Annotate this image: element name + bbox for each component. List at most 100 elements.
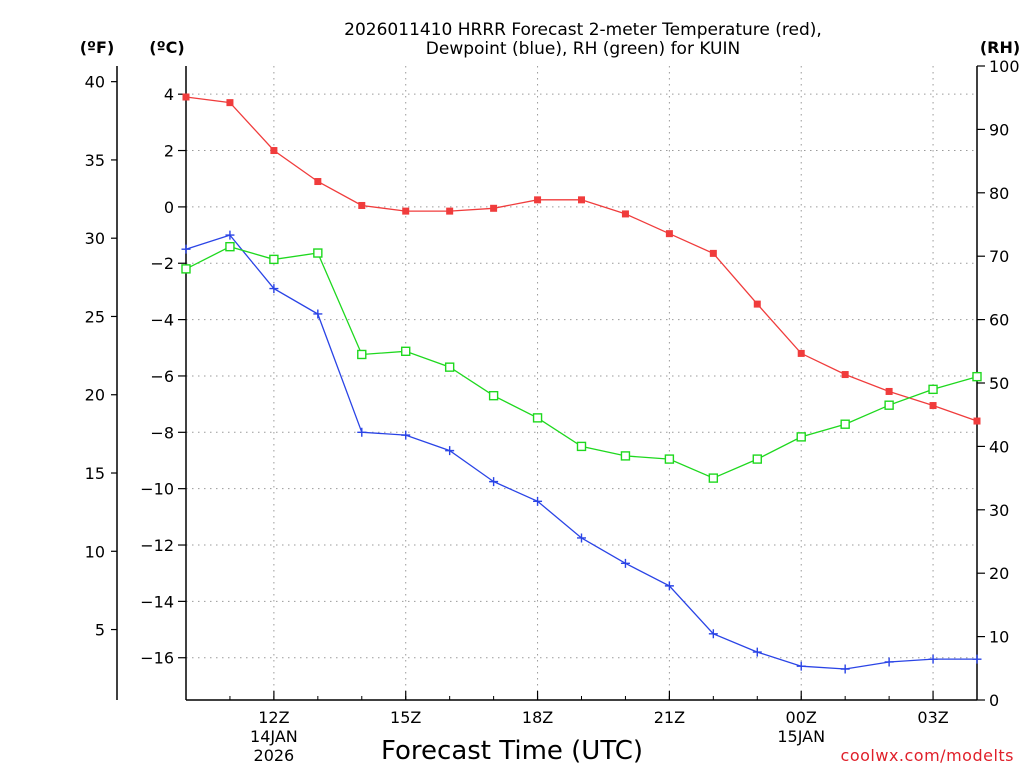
rh-point [752,454,762,464]
x-tick-label: 18Z [522,708,553,727]
temperature-point [709,249,717,257]
fahrenheit-tick-label: 30 [85,229,105,248]
x-tick-label: 03Z [917,708,948,727]
axes [111,65,985,701]
temperature-point [841,371,849,379]
dewpoint-point [884,657,894,667]
x-tick-label: 2026 [254,746,295,765]
celsius-tick-label: −6 [150,367,174,386]
dewpoint-point [225,230,235,240]
rh-tick-label: 0 [989,691,999,710]
dewpoint-point [708,629,718,639]
fahrenheit-tick-label: 10 [85,542,105,561]
dewpoint-point [972,654,982,664]
fahrenheit-tick-label: 5 [95,621,105,640]
x-tick-label: 12Z [258,708,289,727]
rh-tick-label: 30 [989,501,1009,520]
celsius-tick-label: −8 [150,423,174,442]
x-axis-label: Forecast Time (UTC) [381,736,643,766]
rh-tick-label: 60 [989,311,1009,330]
temperature-point [226,99,234,107]
temperature-point [314,178,322,186]
credit-link[interactable]: coolwx.com/modelts [841,746,1014,765]
series-rh [181,241,982,483]
rh-point [444,362,455,372]
temperature-point [402,207,410,215]
rh-point [972,371,982,382]
tick-labels: 420−2−4−6−8−10−12−14−1640353025201510510… [85,57,1020,765]
fahrenheit-tick-label: 35 [85,151,105,170]
celsius-tick-label: 4 [164,85,174,104]
dewpoint-point [577,533,586,543]
rh-point [884,400,894,410]
rh-point [401,346,411,356]
celsius-tick-label: −10 [140,480,174,499]
celsius-tick-label: −16 [140,649,174,668]
celsius-tick-label: −2 [150,254,174,273]
fahrenheit-tick-label: 20 [85,386,105,405]
temperature-point [929,402,937,410]
rh-tick-label: 100 [989,57,1020,76]
rh-tick-label: 40 [989,437,1009,456]
temperature-point [753,300,761,308]
celsius-tick-label: 0 [164,198,174,217]
dewpoint-point [928,654,938,664]
rh-unit-label: (RH) [980,38,1020,57]
rh-point [488,390,499,401]
rh-point [532,413,543,423]
rh-tick-label: 10 [989,628,1009,647]
rh-tick-label: 50 [989,374,1009,393]
rh-tick-label: 70 [989,247,1009,266]
rh-point [664,454,675,464]
series-temperature [182,93,981,425]
celsius-unit-label: (ºC) [149,38,184,57]
x-tick-label: 00Z [786,708,817,727]
rh-tick-label: 90 [989,120,1009,139]
grid-lines [186,66,977,700]
temperature-point [534,196,542,204]
x-tick-label: 15JAN [777,727,825,746]
temperature-point [578,196,585,204]
chart-title-line1: 2026011410 HRRR Forecast 2-meter Tempera… [344,20,822,40]
dewpoint-point [796,661,806,671]
x-tick-label: 15Z [390,708,421,727]
rh-point [269,254,279,265]
celsius-tick-label: 2 [164,142,174,161]
rh-point [576,441,587,452]
rh-point [225,241,235,252]
temperature-line [185,96,978,422]
rh-point [796,432,806,442]
dewpoint-point [489,477,499,487]
dewpoint-point [181,244,191,254]
dewpoint-point [752,647,762,657]
rh-point [708,473,719,483]
dewpoint-line [185,234,977,670]
fahrenheit-unit-label: (ºF) [80,38,115,57]
series-dewpoint [181,230,982,674]
celsius-tick-label: −14 [140,592,174,611]
temperature-point [358,201,366,209]
rh-point [620,451,631,461]
dewpoint-point [840,664,850,674]
temperature-point [446,207,454,215]
data-series [181,93,982,674]
rh-tick-label: 20 [989,564,1009,583]
temperature-point [270,147,278,155]
dewpoint-point [313,309,323,319]
chart-title-line2: Dewpoint (blue), RH (green) for KUIN [426,39,740,59]
dewpoint-point [664,581,674,591]
temperature-point [621,210,629,218]
fahrenheit-tick-label: 25 [85,307,105,326]
fahrenheit-tick-label: 15 [85,464,105,483]
dewpoint-point [533,496,543,506]
celsius-tick-label: −12 [140,536,174,555]
temperature-point [885,387,893,395]
dewpoint-point [401,430,411,440]
temperature-point [797,349,805,357]
temperature-point [182,93,190,101]
dewpoint-point [269,284,279,294]
temperature-point [490,204,498,212]
dewpoint-point [357,427,367,437]
rh-point [840,419,850,429]
